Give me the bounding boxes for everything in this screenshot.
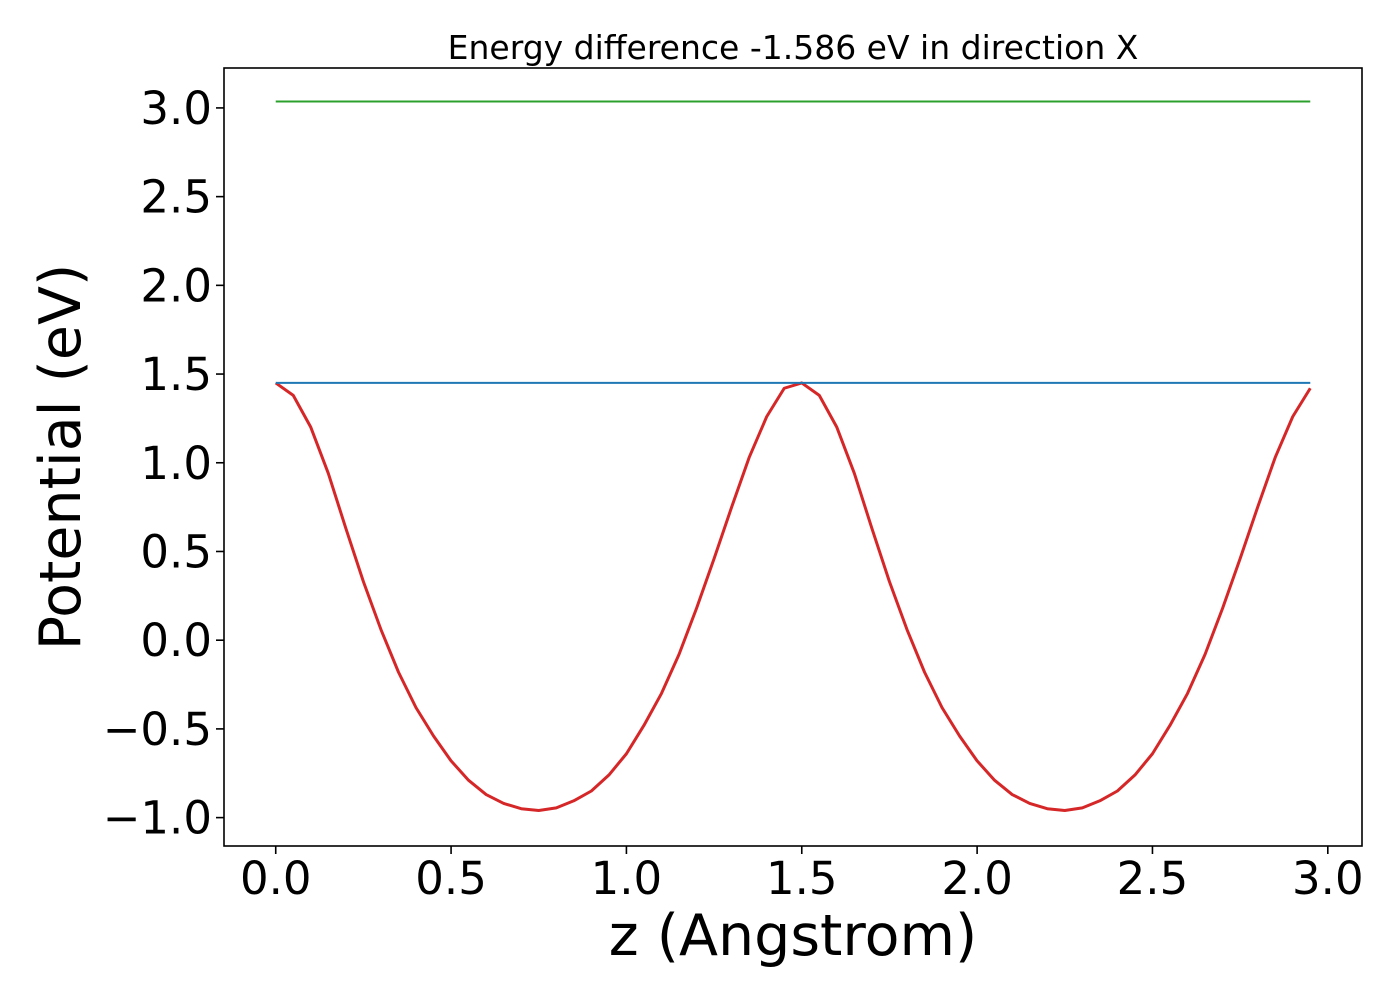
- x-axis-ticks: 0.0 0.5 1.0 1.5 2.0 2.5 3.0: [240, 846, 1364, 905]
- y-tick-label: 1.5: [140, 348, 212, 401]
- y-tick-label: 1.0: [140, 437, 212, 490]
- y-tick-label: 0.5: [140, 525, 212, 578]
- series-layer: [274, 100, 1312, 813]
- y-tick-label: 2.0: [140, 259, 212, 312]
- series-line-1: [274, 381, 1312, 813]
- y-tick-label: 3.0: [140, 82, 212, 135]
- x-tick-label: 0.5: [415, 852, 487, 905]
- chart-title: Energy difference -1.586 eV in direction…: [448, 28, 1139, 67]
- x-tick-label: 1.5: [766, 852, 838, 905]
- y-tick-label: −1.0: [103, 792, 212, 845]
- x-tick-label: 1.0: [591, 852, 663, 905]
- x-tick-label: 0.0: [240, 852, 312, 905]
- x-tick-label: 2.0: [941, 852, 1013, 905]
- y-axis-label: Potential (eV): [28, 264, 94, 650]
- x-tick-label: 2.5: [1117, 852, 1189, 905]
- x-axis-label: z (Angstrom): [609, 903, 977, 969]
- y-axis-ticks: −1.0 −0.5 0.0 0.5 1.0 1.5 2.0 2.5 3.0: [103, 82, 224, 845]
- plot-frame: [223, 67, 1363, 847]
- x-tick-label: 3.0: [1292, 852, 1364, 905]
- y-tick-label: −0.5: [103, 703, 212, 756]
- y-tick-label: 2.5: [140, 171, 212, 224]
- y-tick-label: 0.0: [140, 614, 212, 667]
